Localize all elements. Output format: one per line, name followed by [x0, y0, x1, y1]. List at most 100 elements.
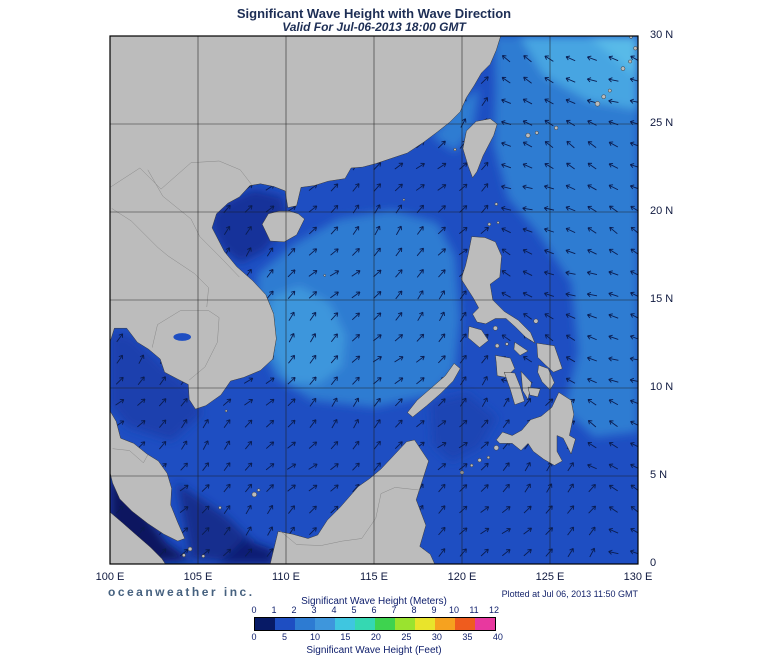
legend-meters-tick: 1	[271, 605, 277, 615]
island-dot	[533, 318, 539, 324]
lon-tick-125: 125 E	[535, 571, 565, 583]
land-masbate	[513, 341, 529, 356]
legend-meters-tick: 10	[448, 605, 459, 615]
chart-valid-time: Valid For Jul-06-2013 18:00 GMT	[282, 20, 466, 34]
lat-tick-5: 5 N	[650, 469, 668, 481]
wave-patch-gulf-of-tonkin	[212, 189, 288, 263]
legend-color-segment	[355, 618, 375, 630]
island-dot	[402, 198, 406, 201]
lat-tick-20: 20 N	[650, 205, 674, 217]
lat-tick-0: 0	[650, 557, 657, 569]
island-dot	[224, 409, 228, 413]
legend-feet-tick: 35	[462, 632, 473, 642]
land-palawan	[407, 363, 461, 418]
legend-feet-tick: 25	[401, 632, 412, 642]
lon-tick-100: 100 E	[95, 571, 125, 583]
legend-color-segment	[395, 618, 415, 630]
legend-color-segment	[255, 618, 275, 630]
legend-meters-tick: 0	[251, 605, 257, 615]
island-dot	[534, 130, 539, 135]
island-dot	[620, 66, 626, 71]
island-dot	[486, 455, 491, 460]
island-dot	[182, 553, 186, 558]
land-sumatra	[110, 511, 166, 564]
plotted-timestamp: Plotted at Jul 06, 2013 11:50 GMT	[501, 589, 638, 599]
legend-meters-tick: 8	[411, 605, 417, 615]
legend-meters-tick: 3	[311, 605, 317, 615]
island-dot	[505, 342, 509, 346]
legend-meters-tick: 6	[371, 605, 377, 615]
island-dot	[554, 125, 559, 130]
legend-feet-tick: 5	[281, 632, 287, 642]
wave-patch-java-sea-calm	[219, 539, 274, 564]
island-dot	[494, 202, 498, 206]
legend-meters-tick: 9	[431, 605, 437, 615]
legend-color-segment	[375, 618, 395, 630]
legend-feet-tick: 30	[431, 632, 442, 642]
wave-patch-pacific-corner	[588, 36, 638, 79]
legend-feet-tick: 0	[251, 632, 257, 642]
legend-color-segment	[415, 618, 435, 630]
island-dot	[496, 221, 500, 225]
island-dot	[607, 88, 612, 93]
lon-tick-130: 130 E	[623, 571, 653, 583]
island-dot	[492, 325, 498, 331]
land-mainland-asia	[110, 36, 501, 410]
island-dot	[201, 554, 206, 558]
legend-meters-tick: 5	[351, 605, 357, 615]
island-dot	[633, 46, 638, 51]
island-dot	[628, 59, 632, 64]
island-dot	[257, 488, 261, 492]
island-dot	[494, 343, 500, 349]
legend-colorbar	[254, 617, 496, 631]
legend-meters-tick: 12	[488, 605, 499, 615]
lat-tick-30: 30 N	[650, 29, 674, 41]
land-cebu	[520, 370, 532, 401]
lat-tick-25: 25 N	[650, 117, 674, 129]
lon-tick-115: 115 E	[360, 571, 388, 583]
lat-tick-10: 10 N	[650, 381, 674, 393]
island-dot	[487, 222, 492, 227]
country-borders	[110, 160, 420, 546]
lake-tonle-sap	[173, 333, 191, 341]
legend-feet-label: Significant Wave Height (Feet)	[306, 645, 442, 656]
land-taiwan	[462, 118, 498, 179]
legend-meters-tick: 4	[331, 605, 337, 615]
chart-title: Significant Wave Height with Wave Direct…	[236, 6, 512, 21]
island-dot	[187, 546, 193, 552]
wave-patch-south-china-sea-core	[266, 285, 346, 385]
landmasses	[110, 36, 638, 564]
oceanweather-logo: oceanweather inc.	[108, 585, 255, 599]
legend-meters-tick: 7	[391, 605, 397, 615]
legend-color-segment	[315, 618, 335, 630]
lat-tick-15: 15 N	[650, 293, 674, 305]
legend-meters-tick: 2	[291, 605, 297, 615]
lon-tick-110: 110 E	[272, 571, 300, 583]
legend-color-segment	[435, 618, 455, 630]
land-samar	[536, 342, 563, 373]
lon-tick-105: 105 E	[183, 571, 213, 583]
land-hainan	[261, 210, 305, 243]
land-borneo	[269, 439, 435, 564]
wave-patch-sulu-sea	[430, 393, 498, 462]
land-negros	[503, 371, 525, 406]
legend-meters-label: Significant Wave Height (Meters)	[301, 596, 447, 607]
land-mindanao	[495, 392, 576, 466]
legend-meters-tick: 11	[469, 605, 479, 615]
island-dot	[470, 463, 474, 468]
lon-tick-120: 120 E	[447, 571, 477, 583]
legend-feet-tick: 20	[370, 632, 381, 642]
graticule	[110, 36, 638, 564]
island-dot	[323, 274, 326, 277]
island-dot	[218, 506, 222, 510]
legend-color-segment	[295, 618, 315, 630]
legend-feet-tick: 40	[492, 632, 503, 642]
legend-color-segment	[475, 618, 495, 630]
legend-color-segment	[335, 618, 355, 630]
land-luzon	[460, 236, 536, 344]
island-dot	[493, 445, 499, 451]
legend-feet-tick: 15	[340, 632, 351, 642]
legend-color-segment	[275, 618, 295, 630]
